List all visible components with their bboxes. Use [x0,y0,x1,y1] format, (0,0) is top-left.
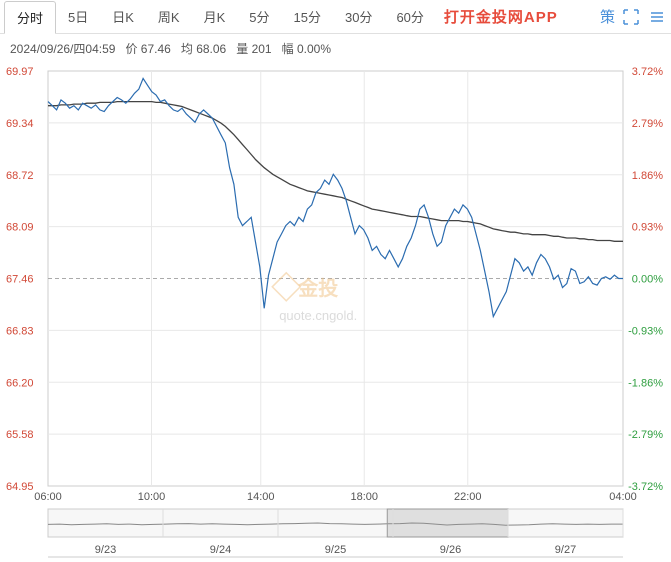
svg-text:-1.86%: -1.86% [628,377,663,389]
svg-text:9/25: 9/25 [325,544,346,556]
open-app-link[interactable]: 打开金投网APP [444,6,558,27]
svg-text:69.34: 69.34 [6,118,34,130]
price-value: 价 67.46 [125,40,170,57]
svg-text:0.00%: 0.00% [632,274,663,286]
tab-分时[interactable]: 分时 [4,1,56,34]
tab-日K[interactable]: 日K [100,1,146,32]
svg-text:9/26: 9/26 [440,544,461,556]
tab-周K[interactable]: 周K [146,1,192,32]
tab-月K[interactable]: 月K [192,1,238,32]
avg-value: 均 68.06 [181,40,226,57]
svg-text:18:00: 18:00 [350,491,378,503]
svg-text:9/23: 9/23 [95,544,116,556]
timeframe-tabs: 分时5日日K周K月K5分15分30分60分打开金投网APP 策 [0,0,671,34]
svg-text:-0.93%: -0.93% [628,325,663,337]
svg-text:66.83: 66.83 [6,325,34,337]
svg-text:69.97: 69.97 [6,66,34,78]
info-bar: 2024/09/26/四04:59 价 67.46 均 68.06 量 201 … [0,34,671,63]
svg-text:quote.cngold.: quote.cngold. [279,308,357,323]
expand-icon[interactable] [621,7,641,27]
vol-value: 量 201 [236,40,271,57]
svg-text:66.20: 66.20 [6,377,34,389]
menu-icon[interactable] [647,7,667,27]
svg-text:68.72: 68.72 [6,170,34,182]
svg-text:22:00: 22:00 [454,491,482,503]
svg-text:2.79%: 2.79% [632,118,663,130]
svg-text:06:00: 06:00 [34,491,62,503]
range-value: 幅 0.00% [282,40,331,57]
svg-text:金投: 金投 [297,276,338,300]
svg-text:-2.79%: -2.79% [628,429,663,441]
tab-15分[interactable]: 15分 [282,1,333,32]
svg-text:68.09: 68.09 [6,222,34,234]
svg-text:3.72%: 3.72% [632,66,663,78]
datetime-label: 2024/09/26/四04:59 [10,40,115,57]
svg-text:9/24: 9/24 [210,544,231,556]
svg-text:65.58: 65.58 [6,429,34,441]
svg-text:64.95: 64.95 [6,481,34,493]
svg-text:1.86%: 1.86% [632,170,663,182]
svg-text:9/27: 9/27 [555,544,576,556]
svg-text:10:00: 10:00 [138,491,166,503]
tab-30分[interactable]: 30分 [333,1,384,32]
tab-5分[interactable]: 5分 [237,1,281,32]
tab-5日[interactable]: 5日 [56,1,100,32]
svg-text:04:00: 04:00 [609,491,637,503]
main-chart: 69.97 3.72% 69.34 2.79% 68.72 1.86% 68.09 0.93%… [0,63,671,503]
strategy-text[interactable]: 策 [600,6,615,27]
svg-text:14:00: 14:00 [247,491,275,503]
date-navigator[interactable]: 9/23 9/24 9/25 9/26 9/27 [0,507,671,562]
tab-60分[interactable]: 60分 [384,1,435,32]
svg-text:0.93%: 0.93% [632,222,663,234]
svg-text:67.46: 67.46 [6,274,34,286]
